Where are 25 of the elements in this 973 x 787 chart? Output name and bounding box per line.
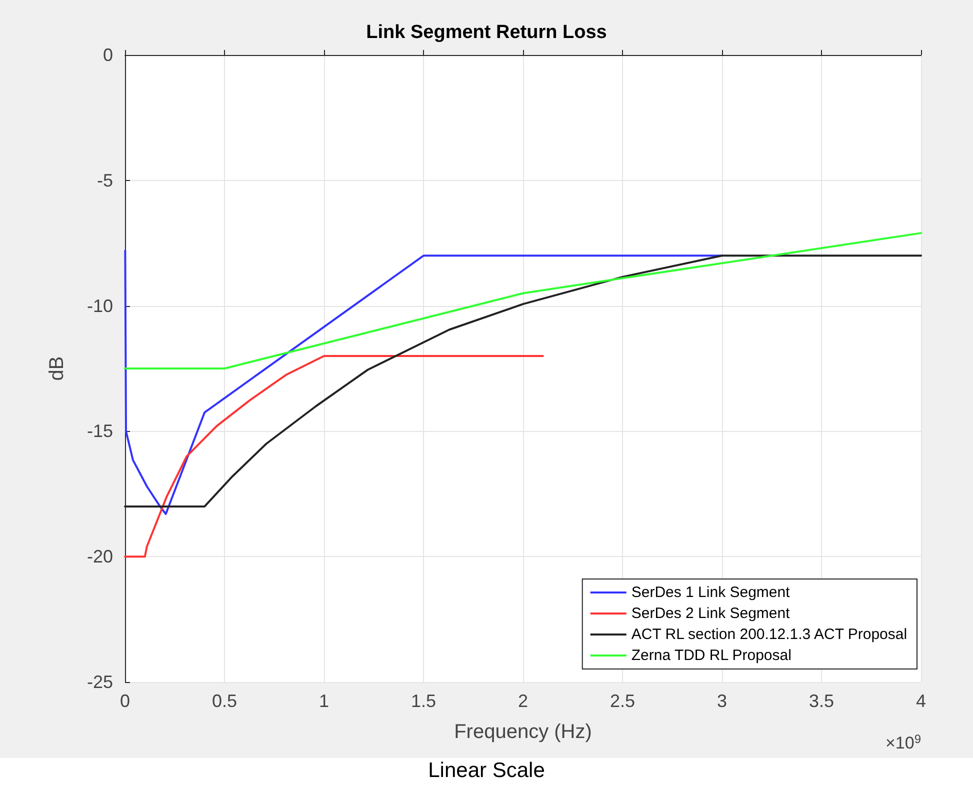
legend-label: SerDes 1 Link Segment xyxy=(631,584,791,601)
y-axis-title: dB xyxy=(46,356,68,381)
y-tick-label: -20 xyxy=(86,546,113,567)
x-tick-label: 2.5 xyxy=(610,691,636,711)
x-tick-label: 3 xyxy=(716,691,728,711)
x-tick-label: 0 xyxy=(120,691,130,711)
y-tick-label: -10 xyxy=(86,296,113,316)
chart-title: Link Segment Return Loss xyxy=(366,22,607,43)
x-tick-label: 3.5 xyxy=(808,691,834,711)
y-tick-label: -15 xyxy=(86,421,113,442)
text: Linear Scale xyxy=(428,759,545,782)
x-tick-label: 2 xyxy=(518,691,528,711)
x-tick-label: 1 xyxy=(318,691,330,711)
legend-label: ACT RL section 200.12.1.3 ACT Proposal xyxy=(631,626,908,643)
line-series xyxy=(124,354,544,558)
x-tick-label: 1.5 xyxy=(410,691,436,711)
x-axis-title: Frequency (Hz) xyxy=(454,721,592,743)
x-tick-label: 4 xyxy=(916,691,926,711)
y-tick-label: -5 xyxy=(96,170,113,190)
line-series xyxy=(124,250,723,515)
y-tick-label: -25 xyxy=(86,672,113,692)
x-tick-label: 0.5 xyxy=(212,691,238,711)
legend-label: Zerna TDD RL Proposal xyxy=(631,647,792,664)
y-tick-label: 0 xyxy=(102,45,113,65)
legend-label: SerDes 2 Link Segment xyxy=(631,605,791,622)
